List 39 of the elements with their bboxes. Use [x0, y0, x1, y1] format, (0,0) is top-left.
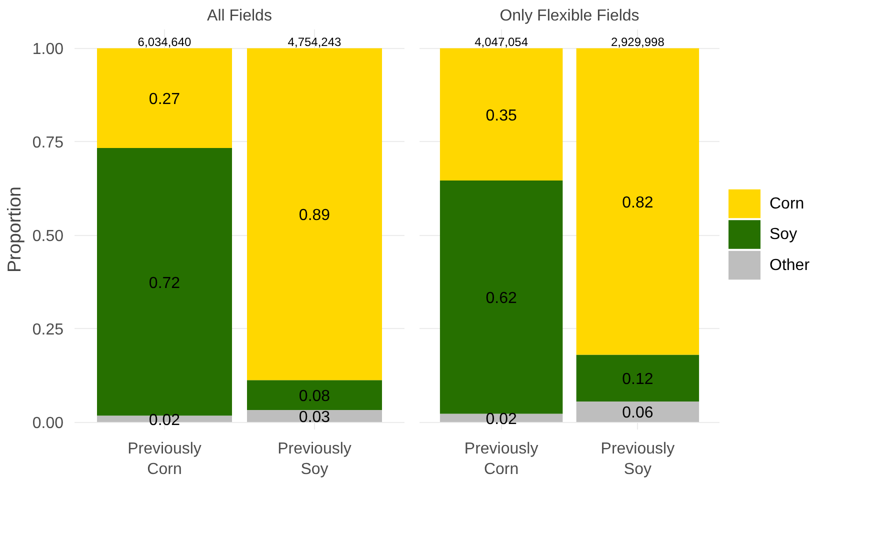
annotation: 2,929,998: [610, 35, 665, 50]
annotation: 6,034,640: [138, 35, 192, 50]
x-tick-label: Previously Soy: [278, 440, 352, 478]
data-label: 0.12: [622, 371, 654, 388]
data-label: 0.27: [148, 91, 180, 108]
chart-title: Only Flexible Fields: [500, 8, 640, 24]
data-label: 0.08: [298, 388, 330, 406]
data-label: 0.03: [298, 409, 330, 426]
y-tick-label: 1.00: [32, 41, 64, 58]
x-tick-label: Previously Corn: [464, 440, 538, 478]
bar: [440, 48, 563, 181]
data-label: 0.62: [486, 290, 517, 308]
bar: [247, 410, 382, 422]
legend-label: Soy: [770, 226, 798, 243]
data-label: 0.72: [148, 274, 180, 292]
bar: [247, 380, 382, 410]
y-axis-title: Proportion: [3, 186, 24, 273]
bar: [576, 354, 700, 402]
data-label: 0.02: [148, 412, 180, 429]
y-tick-label: 0.25: [32, 322, 64, 339]
legend-label: Other: [770, 256, 810, 274]
data-label: 0.82: [622, 194, 654, 212]
data-label: 0.89: [298, 207, 330, 224]
data-label: 0.02: [486, 410, 517, 428]
y-tick-label: 0.75: [32, 134, 64, 152]
bar: [97, 48, 232, 148]
y-tick-label: 0.50: [32, 228, 64, 246]
y-tick-label: 0.00: [32, 415, 64, 432]
bar: [576, 48, 700, 355]
annotation: 4,754,243: [288, 35, 342, 50]
chart-title: All Fields: [207, 8, 272, 24]
data-label: 0.06: [622, 404, 654, 422]
bar: [576, 401, 700, 422]
annotation: 4,047,054: [474, 35, 528, 50]
legend-label: Corn: [770, 195, 804, 212]
bar: [440, 180, 563, 414]
x-tick-label: Previously Corn: [128, 440, 202, 478]
data-label: 0.35: [486, 107, 517, 124]
x-tick-label: Previously Soy: [600, 440, 675, 478]
